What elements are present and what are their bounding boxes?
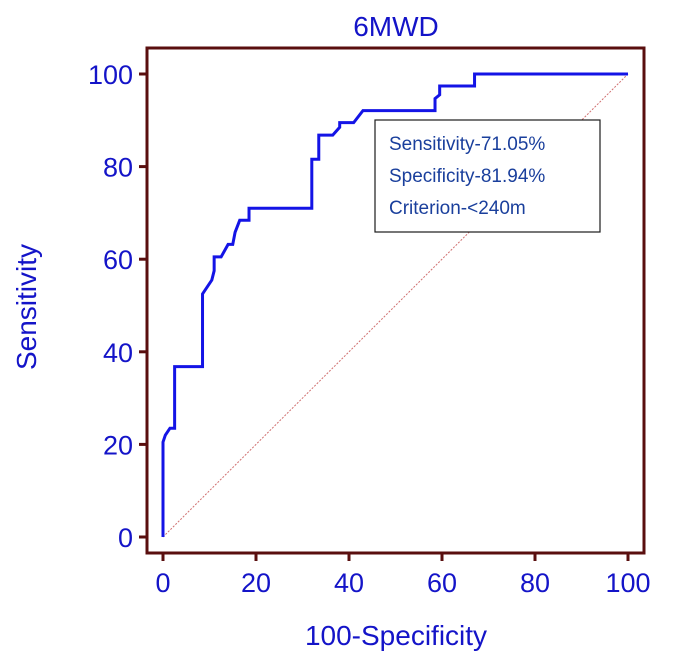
x-axis-label: 100-Specificity [305, 620, 487, 651]
y-tick-label: 100 [88, 60, 133, 90]
y-tick-label: 60 [103, 245, 133, 275]
y-axis-label: Sensitivity [11, 244, 42, 370]
x-tick-label: 80 [520, 568, 550, 598]
chart-title: 6MWD [353, 11, 439, 42]
annotation-box-border [374, 119, 601, 233]
y-tick-label: 0 [118, 523, 133, 553]
x-tick-label: 40 [334, 568, 364, 598]
x-tick-label: 20 [241, 568, 271, 598]
x-tick-label: 0 [155, 568, 170, 598]
roc-curve-line [161, 72, 628, 537]
axis-tick-labels: 0 20 40 60 80 100 0 20 40 60 80 100 [88, 60, 651, 598]
annotation-criterion: Criterion-<240m [389, 198, 526, 219]
y-tick-label: 40 [103, 338, 133, 368]
annotation-specificity: Specificity-81.94% [389, 166, 545, 187]
x-tick-label: 100 [605, 568, 650, 598]
x-tick-label: 60 [427, 568, 457, 598]
y-tick-label: 80 [103, 153, 133, 183]
annotation-box: Sensitivity-71.05% Specificity-81.94% Cr… [374, 119, 601, 233]
y-tick-label: 20 [103, 430, 133, 460]
annotation-sensitivity: Sensitivity-71.05% [389, 134, 545, 155]
plot-frame [145, 46, 646, 555]
